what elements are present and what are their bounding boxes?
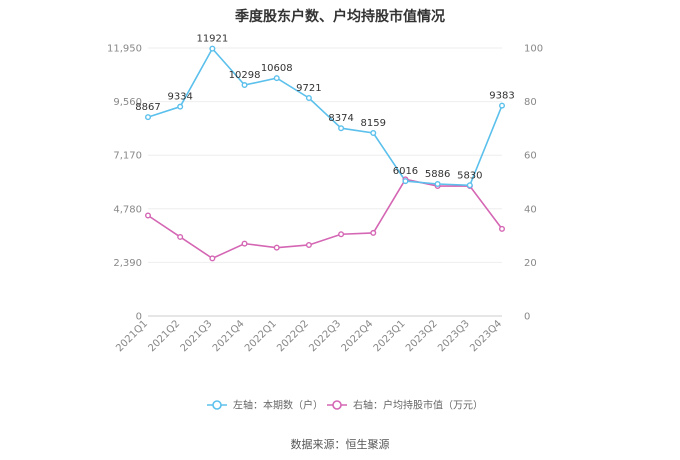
data-source: 数据来源：恒生聚源 [290,438,390,451]
data-label-shareholder-count: 10298 [229,70,261,81]
right-axis-tick-label: 40 [524,204,537,215]
data-label-shareholder-count: 6016 [393,166,418,177]
right-axis-tick-label: 100 [524,44,543,55]
data-point-avg-holding-value [209,255,216,262]
left-axis-tick-label: 4,780 [113,204,142,215]
right-axis-tick-label: 60 [524,151,537,162]
data-point-avg-holding-value [370,229,377,236]
data-point-shareholder-count [338,125,345,132]
data-point-avg-holding-value [305,241,312,248]
data-point-shareholder-count [370,130,377,137]
x-axis-tick-label: 2022Q3 [307,318,343,354]
left-axis-tick-label: 2,390 [113,258,142,269]
chart-title: 季度股东户数、户均持股市值情况 [235,9,445,25]
data-point-shareholder-count [402,178,409,185]
data-point-shareholder-count [499,102,506,109]
right-axis-tick-label: 80 [524,97,537,108]
x-axis-tick-label: 2023Q1 [372,318,408,354]
series-line-avg-holding-value [147,178,503,260]
data-point-shareholder-count [241,82,248,89]
data-label-shareholder-count: 9334 [167,92,192,103]
data-point-avg-holding-value [241,240,248,247]
left-axis-tick-label: 9,560 [113,97,142,108]
data-point-shareholder-count [273,75,280,82]
data-point-shareholder-count [144,114,151,121]
legend-marker-icon [332,400,342,410]
left-axis-tick-label: 11,950 [107,44,142,55]
x-axis-tick-label: 2023Q4 [468,318,504,354]
x-axis-tick-label: 2022Q4 [340,318,376,354]
data-point-avg-holding-value [273,244,280,251]
data-point-avg-holding-value [338,231,345,238]
left-axis-tick-label: 0 [136,312,142,323]
x-axis-tick-label: 2023Q3 [436,318,472,354]
x-axis-tick-label: 2022Q1 [243,318,279,354]
right-axis-tick-label: 20 [524,258,537,269]
data-point-avg-holding-value [499,225,506,232]
data-label-shareholder-count: 5886 [425,169,450,180]
data-point-shareholder-count [209,45,216,52]
data-point-avg-holding-value [177,233,184,240]
data-label-shareholder-count: 8374 [328,113,353,124]
x-axis-tick-label: 2023Q2 [404,318,440,354]
x-axis-tick-label: 2021Q1 [114,318,150,354]
legend-label-left: 左轴：本期数（户） [233,399,323,412]
x-axis-tick-label: 2022Q2 [275,318,311,354]
data-point-shareholder-count [177,103,184,110]
legend-label-right: 右轴：户均持股市值（万元） [353,399,483,412]
data-label-shareholder-count: 10608 [261,63,293,74]
x-axis-tick-label: 2021Q3 [179,318,215,354]
data-point-shareholder-count [305,94,312,101]
data-label-shareholder-count: 9383 [489,91,514,102]
data-label-shareholder-count: 5830 [457,170,482,181]
data-label-shareholder-count: 9721 [296,83,321,94]
right-axis-tick-label: 0 [524,312,530,323]
left-axis-tick-label: 7,170 [113,151,142,162]
data-point-shareholder-count [466,182,473,189]
data-point-shareholder-count [434,180,441,187]
data-point-avg-holding-value [144,212,151,219]
x-axis-tick-label: 2021Q2 [146,318,182,354]
data-label-shareholder-count: 11921 [196,34,228,45]
data-label-shareholder-count: 8159 [361,118,386,129]
legend-marker-icon [212,400,222,410]
series-line-shareholder-count [147,47,503,187]
data-label-shareholder-count: 8867 [135,102,160,113]
x-axis-tick-label: 2021Q4 [211,318,247,354]
